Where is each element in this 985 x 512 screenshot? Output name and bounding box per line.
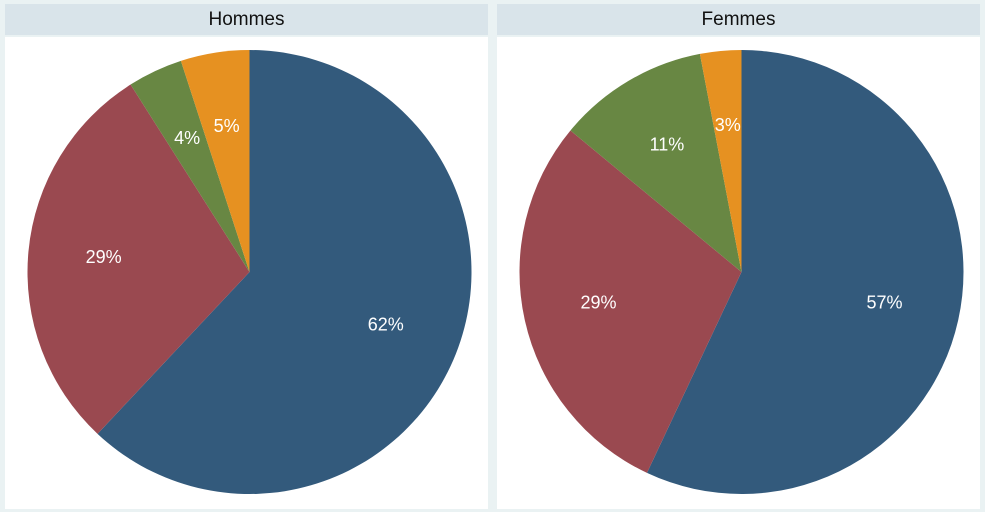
pie-slice [699, 50, 742, 272]
slice-label: 11% [650, 135, 685, 155]
title-bar [5, 4, 488, 35]
pie-slice [130, 60, 250, 273]
pie-slice [97, 50, 472, 494]
slice-label: 29% [86, 247, 122, 267]
slice-label: 57% [866, 293, 902, 313]
slice-label: 29% [580, 293, 616, 313]
slice-label: 3% [715, 115, 741, 135]
pie-slice [570, 53, 742, 272]
slice-label: 4% [174, 128, 200, 148]
title-bar [497, 4, 980, 35]
pie-slice [27, 84, 250, 434]
pie-slice [646, 50, 964, 494]
pie-slice [519, 130, 742, 473]
panel-title: Hommes [208, 9, 284, 30]
panel-title: Femmes [702, 9, 776, 30]
slice-label: 62% [368, 315, 404, 335]
pie-slice [180, 50, 250, 272]
slice-label: 5% [214, 116, 240, 136]
